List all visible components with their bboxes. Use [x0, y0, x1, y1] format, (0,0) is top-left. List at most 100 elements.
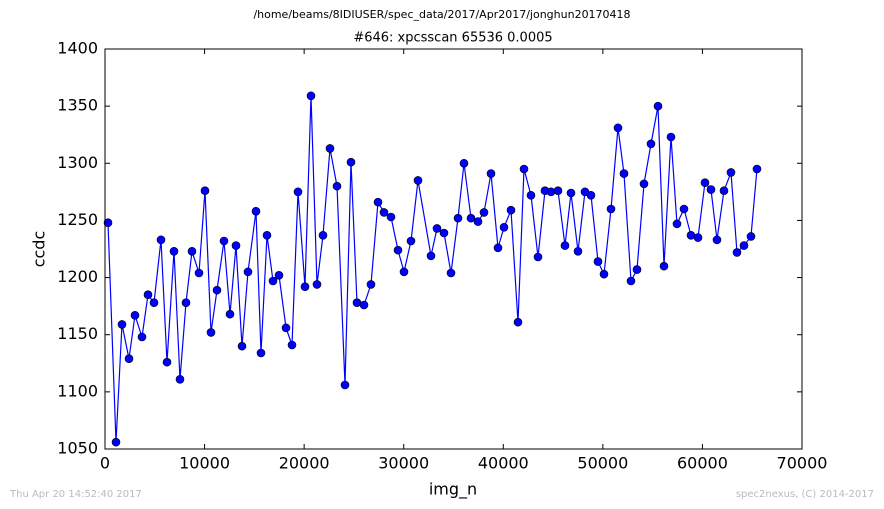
data-point [306, 91, 316, 101]
data-point [586, 190, 596, 200]
data-point [231, 241, 241, 250]
y-tick-label: 1400 [57, 39, 98, 58]
x-tick-label: 10000 [179, 454, 230, 473]
data-point [439, 228, 449, 238]
data-point [137, 332, 147, 342]
data-point [573, 246, 583, 256]
data-point [493, 243, 503, 253]
data-point [646, 139, 656, 149]
data-point [619, 169, 629, 178]
data-point [268, 276, 278, 286]
data-point [332, 181, 342, 191]
data-point [130, 310, 140, 320]
data-point [566, 188, 576, 198]
data-point [281, 323, 291, 333]
data-point [318, 230, 328, 240]
x-tick-label: 70000 [777, 454, 828, 473]
y-tick-label: 1100 [57, 381, 98, 400]
x-tick-label: 30000 [378, 454, 429, 473]
suptitle: /home/beams/8IDIUSER/spec_data/2017/Apr2… [253, 8, 630, 21]
data-point [519, 164, 529, 174]
data-point [593, 257, 603, 266]
data-point [700, 178, 710, 188]
data-point [194, 268, 204, 278]
data-point [506, 205, 516, 215]
data-point [732, 248, 742, 257]
data-point [206, 328, 216, 337]
data-point [613, 123, 623, 133]
data-point [169, 246, 179, 256]
data-point [386, 212, 396, 222]
data-point [726, 168, 736, 177]
footer-left: Thu Apr 20 14:52:40 2017 [9, 489, 142, 500]
x-tick-label: 50000 [577, 454, 628, 473]
data-point [175, 374, 185, 384]
data-point [459, 158, 469, 168]
data-point [346, 157, 356, 167]
data-point [632, 265, 642, 274]
data-point [237, 341, 247, 351]
data-point [274, 270, 284, 280]
data-point [379, 208, 389, 217]
data-point [672, 219, 682, 229]
x-tick-label: 60000 [677, 454, 728, 473]
data-point [432, 224, 442, 233]
data-point [312, 280, 322, 289]
data-point [225, 309, 235, 319]
data-point [413, 176, 423, 185]
data-point [560, 241, 570, 250]
y-tick-label: 1250 [57, 210, 98, 229]
data-point [111, 437, 121, 447]
x-tick-label: 0 [100, 454, 110, 473]
data-point [659, 261, 669, 271]
data-point [149, 298, 159, 308]
data-point [262, 230, 272, 240]
y-tick-label: 1350 [57, 96, 98, 115]
y-tick-label: 1150 [57, 324, 98, 343]
data-point [739, 241, 749, 250]
data-point [466, 213, 476, 223]
data-point [373, 197, 383, 207]
data-point [187, 246, 197, 256]
data-point [546, 187, 556, 197]
data-point [706, 185, 716, 194]
chart-title: #646: xpcsscan 65536 0.0005 [353, 31, 552, 46]
data-point [200, 186, 210, 196]
data-point [103, 218, 113, 228]
data-point [752, 164, 762, 174]
data-point [712, 235, 722, 245]
data-point [143, 290, 153, 300]
data-point [626, 276, 636, 286]
data-point [124, 354, 134, 364]
data-point [251, 206, 261, 216]
data-point [513, 317, 523, 327]
data-point [293, 187, 303, 197]
data-point [325, 144, 335, 153]
data-point [300, 282, 310, 292]
plot-frame [104, 48, 803, 450]
data-point [399, 267, 409, 277]
data-point [473, 217, 483, 226]
data-point [162, 357, 172, 367]
data-point [453, 213, 463, 223]
data-point [479, 208, 489, 217]
data-point [181, 298, 191, 308]
y-tick-label: 1200 [57, 267, 98, 286]
data-point [366, 280, 376, 289]
data-point [719, 186, 729, 196]
data-point [243, 267, 253, 277]
data-point [606, 204, 616, 214]
x-tick-label: 40000 [478, 454, 529, 473]
y-tick-label: 1300 [57, 153, 98, 172]
data-point [693, 233, 703, 242]
data-point [499, 222, 509, 232]
y-tick-label: 1050 [57, 439, 98, 458]
data-point [639, 179, 649, 189]
data-point [653, 101, 663, 111]
data-point [156, 235, 166, 245]
data-point [219, 236, 229, 246]
data-point [666, 132, 676, 142]
data-point [212, 285, 222, 295]
